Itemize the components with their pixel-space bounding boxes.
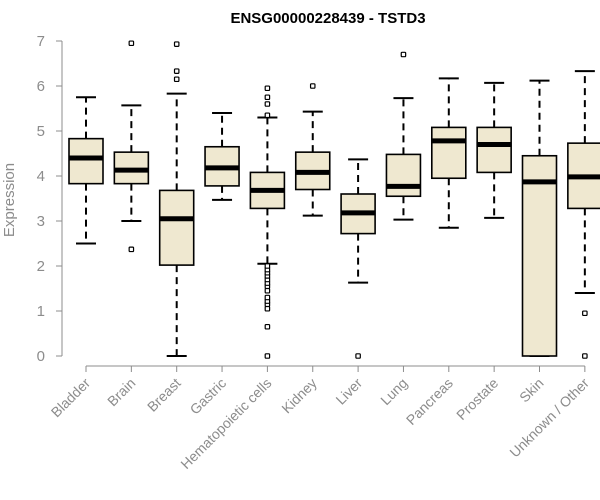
box-brain (113, 40, 150, 253)
box-liver (340, 158, 376, 359)
outlier-point (173, 76, 180, 83)
box-skin (521, 79, 558, 357)
outlier-point (264, 263, 271, 269)
outlier-point (264, 112, 271, 119)
outlier-point (128, 246, 135, 253)
iqr-box (68, 137, 104, 185)
box-prostate (476, 81, 512, 219)
y-axis-label: Expression (1, 163, 18, 237)
y-tick-label-4: 4 (37, 168, 45, 185)
x-tick-label-pancreas: Pancreas (403, 375, 456, 428)
x-tick-label-kidney: Kidney (278, 375, 320, 417)
y-tick-label-5: 5 (37, 123, 45, 140)
outlier-point (264, 101, 271, 107)
box-hematopoietic-cells (249, 85, 286, 359)
y-tick-label-1: 1 (37, 303, 45, 320)
outlier-point (264, 85, 271, 92)
x-tick-label-bladder: Bladder (48, 375, 94, 421)
chart-title: ENSG00000228439 - TSTD3 (230, 10, 425, 27)
boxes-layer (68, 40, 600, 359)
outlier-point (264, 305, 271, 312)
x-tick-label-prostate: Prostate (453, 375, 501, 423)
x-tick-label-skin: Skin (516, 375, 547, 406)
iqr-box (158, 189, 195, 266)
outlier-point (173, 68, 180, 74)
x-tick-label-gastric: Gastric (187, 375, 230, 418)
iqr-box (430, 126, 467, 180)
x-tick-label-breast: Breast (144, 375, 184, 415)
x-tick-label-hematopoietic-cells: Hematopoietic cells (177, 375, 274, 472)
box-kidney (294, 83, 331, 217)
outlier-point (582, 310, 588, 317)
outlier-point (128, 40, 135, 47)
y-tick-label-6: 6 (37, 78, 45, 95)
y-axis: 0 1 2 3 4 5 6 7 (37, 33, 63, 365)
y-tick-label-3: 3 (37, 213, 45, 230)
outlier-point (264, 94, 271, 101)
y-tick-label-7: 7 (37, 33, 45, 50)
outlier-point (264, 353, 271, 359)
box-bladder (68, 96, 104, 245)
box-pancreas (430, 77, 467, 229)
x-tick-label-unknown-other: Unknown / Other (506, 375, 592, 461)
iqr-box (476, 126, 512, 174)
x-tick-label-liver: Liver (332, 375, 365, 408)
outlier-point (264, 294, 271, 301)
box-gastric (204, 112, 240, 201)
outlier-point (355, 353, 361, 359)
outlier-point (582, 353, 588, 359)
y-tick-label-2: 2 (37, 258, 45, 275)
outlier-point (264, 287, 271, 294)
box-unknown-other (567, 70, 600, 359)
outlier-point (173, 41, 180, 47)
outlier-point (264, 323, 271, 330)
x-tick-label-brain: Brain (104, 375, 138, 409)
outlier-point (400, 51, 407, 58)
box-breast (158, 41, 195, 357)
box-lung (385, 51, 422, 221)
y-tick-label-0: 0 (37, 348, 45, 365)
iqr-box (521, 154, 558, 357)
x-tick-label-lung: Lung (377, 375, 410, 408)
outlier-point (309, 83, 316, 89)
iqr-box (385, 153, 422, 198)
